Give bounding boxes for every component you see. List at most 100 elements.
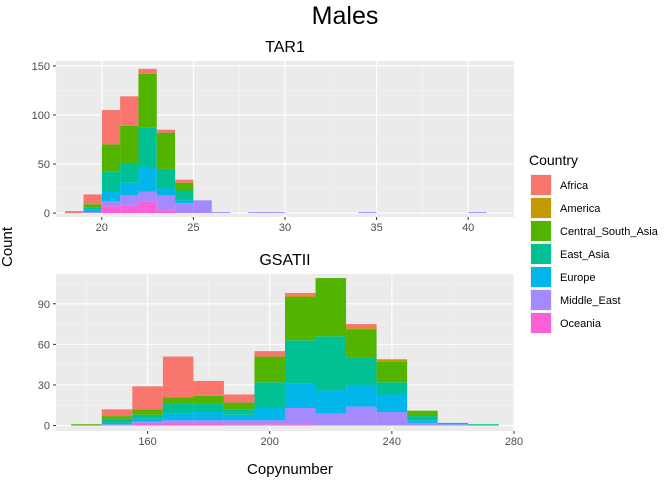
bar-segment-america bbox=[285, 295, 316, 298]
bar-segment-east-asia bbox=[101, 171, 121, 192]
y-tick-label: 0 bbox=[44, 421, 50, 433]
bar-segment-africa bbox=[193, 380, 224, 396]
legend-swatch bbox=[531, 290, 551, 310]
bar-segment-middle-east bbox=[285, 407, 316, 425]
bar-segment-central-south-asia bbox=[101, 144, 121, 172]
bar-segment-europe bbox=[346, 384, 377, 407]
bar-segment-central-south-asia bbox=[162, 397, 194, 404]
panel-title-gsatii: GSATII bbox=[259, 252, 310, 269]
bar-segment-east-asia bbox=[254, 382, 285, 408]
bar-segment-central-south-asia bbox=[71, 424, 102, 426]
bar-segment-america bbox=[376, 359, 408, 362]
bar-segment-europe bbox=[315, 390, 347, 414]
bar-segment-middle-east bbox=[437, 424, 469, 426]
bar-segment-oceania bbox=[162, 422, 194, 426]
bar-segment-central-south-asia bbox=[315, 278, 347, 337]
bar-segment-africa bbox=[83, 194, 102, 205]
bar-segment-oceania bbox=[156, 210, 176, 214]
bar-segment-middle-east bbox=[138, 191, 157, 202]
page-title: Males bbox=[312, 2, 379, 30]
bar-segment-central-south-asia bbox=[175, 182, 194, 191]
legend-label: America bbox=[560, 203, 601, 215]
bar-segment-europe bbox=[437, 422, 469, 425]
bar-segment-europe bbox=[193, 412, 224, 421]
bar-segment-middle-east bbox=[211, 212, 231, 214]
x-tick-label: 20 bbox=[96, 222, 108, 234]
bar-segment-oceania bbox=[132, 422, 163, 426]
bar-segment-east-asia bbox=[193, 403, 224, 413]
bar-segment-middle-east bbox=[120, 195, 139, 206]
bar-segment-middle-east bbox=[193, 200, 212, 214]
bar-segment-east-asia bbox=[223, 409, 255, 415]
bar-segment-africa bbox=[101, 110, 121, 145]
legend-label: Oceania bbox=[560, 318, 602, 330]
legend-swatch bbox=[531, 175, 551, 195]
bar-segment-east-asia bbox=[285, 340, 316, 384]
bar-segment-europe bbox=[223, 414, 255, 421]
bar-segment-europe bbox=[83, 209, 102, 213]
bar-segment-africa bbox=[132, 386, 163, 410]
legend-swatch bbox=[531, 198, 551, 218]
bar-segment-central-south-asia bbox=[120, 125, 139, 164]
bar-segment-middle-east bbox=[248, 212, 267, 214]
bar-segment-east-asia bbox=[315, 336, 347, 391]
bar-segment-middle-east bbox=[223, 420, 255, 425]
bar-segment-east-asia bbox=[120, 163, 139, 183]
bar-segment-central-south-asia bbox=[101, 416, 133, 419]
bar-segment-europe bbox=[132, 418, 163, 422]
bar-segment-middle-east bbox=[407, 422, 438, 426]
bar-segment-middle-east bbox=[101, 201, 121, 207]
bar-segment-europe bbox=[407, 420, 438, 423]
bar-segment-oceania bbox=[285, 424, 316, 426]
bar-segment-middle-east bbox=[468, 212, 487, 214]
y-tick-label: 30 bbox=[38, 380, 50, 392]
bar-segment-middle-east bbox=[315, 413, 347, 426]
bar-segment-east-asia bbox=[175, 190, 194, 201]
bar-segment-middle-east bbox=[101, 424, 133, 426]
tar1-panel: 0 50 100 150 20 25 30 35 40 bbox=[32, 61, 515, 234]
x-tick-label: 240 bbox=[383, 436, 401, 448]
bar-segment-middle-east bbox=[358, 212, 377, 214]
legend-swatch bbox=[531, 244, 551, 264]
bar-segment-africa bbox=[254, 351, 285, 357]
bar-segment-east-asia bbox=[156, 168, 176, 189]
bar-segment-middle-east bbox=[193, 420, 224, 423]
bar-segment-central-south-asia bbox=[376, 361, 408, 383]
bar-segment-oceania bbox=[254, 424, 285, 426]
gsatii-panel: 0 30 60 90 160 200 240 280 bbox=[38, 274, 523, 448]
legend-label: Africa bbox=[560, 180, 589, 192]
bar-segment-europe bbox=[101, 191, 121, 202]
bar-segment-central-south-asia bbox=[132, 409, 163, 415]
bar-segment-east-asia bbox=[407, 416, 438, 421]
x-tick-label: 30 bbox=[279, 222, 291, 234]
bar-segment-africa bbox=[120, 96, 139, 126]
bar-segment-oceania bbox=[138, 201, 157, 214]
bar-segment-central-south-asia bbox=[138, 73, 157, 128]
bar-segment-europe bbox=[138, 166, 157, 192]
bar-segment-east-asia bbox=[376, 382, 408, 395]
bar-segment-africa bbox=[223, 394, 255, 403]
bar-segment-europe bbox=[156, 188, 176, 196]
bar-segment-central-south-asia bbox=[407, 410, 438, 417]
legend: Country Africa America Central_South_Asia E… bbox=[529, 152, 659, 334]
bar-segment-africa bbox=[175, 179, 194, 183]
bar-segment-oceania bbox=[120, 205, 139, 214]
x-tick-label: 25 bbox=[187, 222, 199, 234]
bar-segment-europe bbox=[254, 407, 285, 421]
bar-segment-europe bbox=[285, 383, 316, 408]
x-tick-label: 160 bbox=[138, 436, 156, 448]
bar-segment-africa bbox=[138, 68, 157, 74]
bar-segment-africa bbox=[346, 324, 377, 329]
x-tick-label: 280 bbox=[505, 436, 523, 448]
bar-segment-africa bbox=[156, 129, 176, 133]
bar-segment-america bbox=[346, 328, 377, 330]
x-tick-label: 35 bbox=[370, 222, 382, 234]
bar-segment-central-south-asia bbox=[193, 395, 224, 404]
bar-segment-middle-east bbox=[254, 420, 285, 425]
x-tick-label: 200 bbox=[261, 436, 279, 448]
x-axis-label: Copynumber bbox=[247, 461, 333, 478]
bar-segment-africa bbox=[285, 292, 316, 296]
legend-label: Central_South_Asia bbox=[560, 226, 659, 238]
bar-segment-europe bbox=[120, 182, 139, 196]
bar-segment-oceania bbox=[193, 422, 224, 426]
